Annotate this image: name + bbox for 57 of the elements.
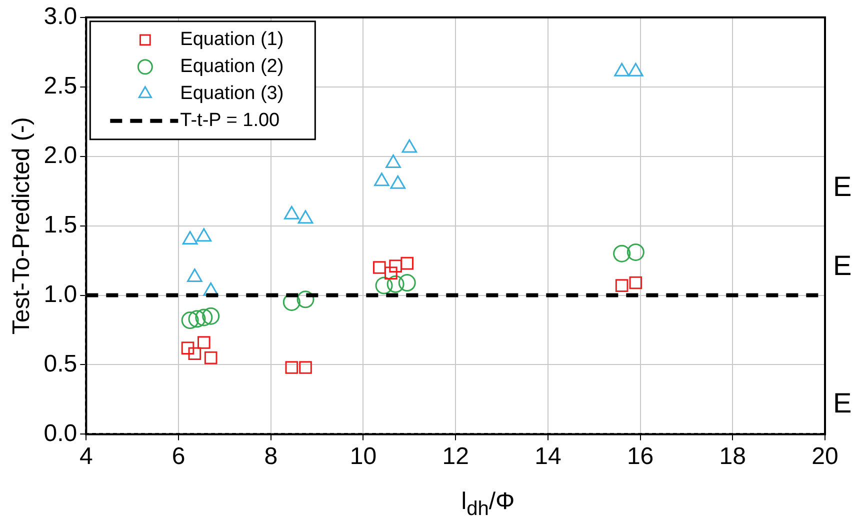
point <box>204 351 218 364</box>
point <box>198 336 210 349</box>
point <box>389 260 402 272</box>
point <box>386 154 401 168</box>
x-tick-label: 18 <box>719 443 746 470</box>
y-tick-label: 1.5 <box>44 211 78 238</box>
point <box>375 276 393 294</box>
point <box>195 308 213 326</box>
point <box>402 139 418 153</box>
point <box>398 274 416 292</box>
y-tick-label: 1.0 <box>44 280 78 308</box>
text: E <box>833 250 852 282</box>
point <box>196 228 212 242</box>
point <box>384 266 398 280</box>
point <box>374 172 390 186</box>
point <box>299 361 312 374</box>
point <box>284 206 300 220</box>
x-tick-label: 14 <box>534 443 562 470</box>
text: E <box>833 388 852 419</box>
x-tick-label: 20 <box>812 443 838 470</box>
y-tick-label: 2.0 <box>44 142 78 169</box>
point <box>181 312 199 330</box>
point <box>615 279 628 292</box>
y-tick-label: 0.0 <box>44 420 78 447</box>
legend-label: T-t-P = 1.00 <box>180 110 280 132</box>
point <box>202 307 220 325</box>
legend-label: Equation (1) <box>180 29 284 50</box>
x-tick-label: 12 <box>442 443 469 470</box>
point <box>626 243 644 261</box>
y-tick-label: 0.5 <box>44 350 78 378</box>
text: E <box>833 171 852 202</box>
point <box>390 175 406 189</box>
x-tick-label: 10 <box>350 443 377 470</box>
x-tick-label: 8 <box>264 443 278 470</box>
y-tick-label: 3.0 <box>44 3 78 30</box>
x-tick-label: 4 <box>79 443 93 470</box>
y-axis-title: Test-To-Predicted (-) <box>8 117 36 334</box>
point <box>372 261 386 274</box>
x-tick-label: 16 <box>626 443 654 470</box>
point <box>613 244 631 262</box>
point <box>285 361 298 374</box>
point <box>296 290 314 308</box>
x-tick-label: 6 <box>172 443 186 470</box>
legend-label: Equation (3) <box>180 83 284 104</box>
point <box>181 342 194 354</box>
y-tick-label: 2.5 <box>44 72 78 100</box>
point <box>628 62 644 76</box>
point <box>629 276 642 290</box>
point <box>188 310 206 328</box>
point <box>182 230 198 244</box>
point <box>188 347 202 360</box>
point <box>614 62 630 76</box>
point <box>298 210 314 224</box>
x-axis-title: l$_{dh}$/Φ <box>460 488 516 521</box>
legend-label: Equation (2) <box>180 56 284 78</box>
point <box>400 256 414 270</box>
point <box>386 275 404 293</box>
